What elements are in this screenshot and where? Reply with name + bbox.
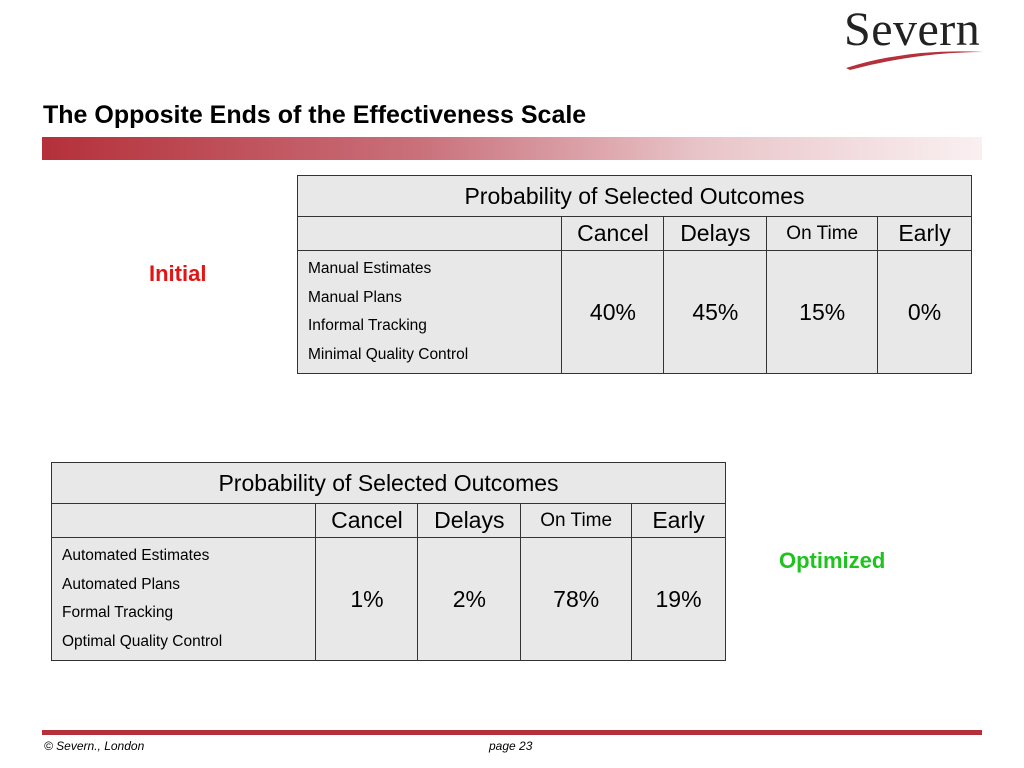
value-on-time: 15% (766, 250, 879, 374)
value-delays: 45% (663, 250, 768, 374)
value-delays: 2% (417, 537, 522, 661)
factor-item: Manual Estimates (308, 260, 432, 277)
table-header: Probability of Selected Outcomes (297, 175, 972, 217)
value-early: 19% (631, 537, 726, 661)
factor-item: Automated Plans (62, 575, 181, 593)
column-header-early: Early (877, 216, 972, 251)
column-header-on-time: On Time (520, 503, 633, 538)
factor-item: Formal Tracking (62, 604, 174, 621)
stage-label-initial: Initial (149, 261, 207, 286)
column-header-delays: Delays (417, 503, 522, 538)
outcomes-table-optimized: Probability of Selected Outcomes Cancel … (50, 462, 726, 661)
severn-logo: Severn (838, 2, 988, 74)
value-cancel: 40% (561, 250, 665, 374)
empty-header-cell (296, 216, 563, 251)
factor-item: Automated Estimates (62, 547, 210, 564)
empty-header-cell (50, 503, 317, 538)
outcomes-table-initial: Probability of Selected Outcomes Cancel … (296, 175, 972, 374)
factor-item: Minimal Quality Control (308, 345, 469, 363)
column-header-delays: Delays (663, 216, 768, 251)
title-gradient-bar (42, 137, 982, 160)
column-header-cancel: Cancel (561, 216, 665, 251)
footer-page-number: page 23 (489, 739, 533, 753)
factor-item: Optimal Quality Control (62, 632, 223, 650)
table-header: Probability of Selected Outcomes (51, 462, 726, 504)
slide-title: The Opposite Ends of the Effectiveness S… (43, 101, 587, 129)
factor-item: Informal Tracking (308, 317, 427, 334)
column-header-cancel: Cancel (315, 503, 419, 538)
factors-cell: Manual Estimates Manual Plans Informal T… (296, 250, 563, 374)
factors-cell: Automated Estimates Automated Plans Form… (50, 537, 317, 661)
value-cancel: 1% (315, 537, 419, 661)
column-header-early: Early (631, 503, 726, 538)
value-early: 0% (877, 250, 972, 374)
logo-swoosh-icon (846, 51, 984, 70)
logo-text: Severn (844, 3, 981, 56)
column-header-on-time: On Time (766, 216, 879, 251)
value-on-time: 78% (520, 537, 633, 661)
footer-copyright: © Severn., London (44, 739, 145, 753)
factor-item: Manual Plans (308, 288, 402, 306)
footer-bar (42, 730, 982, 735)
stage-label-optimized: Optimized (779, 548, 886, 573)
